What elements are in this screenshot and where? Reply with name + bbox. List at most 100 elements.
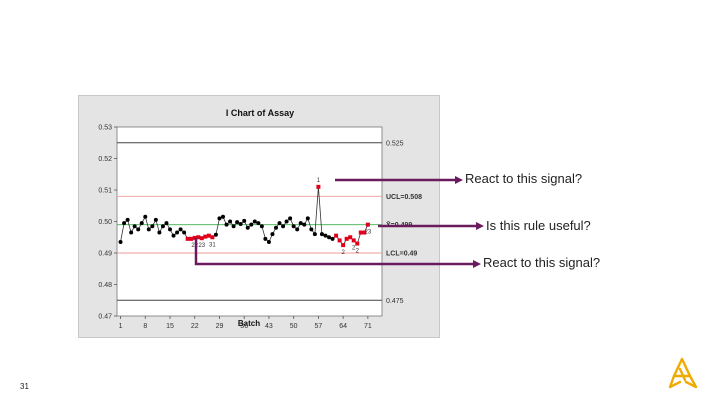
data-point bbox=[235, 220, 240, 225]
slide-number: 31 bbox=[20, 382, 29, 391]
chart-panel: I Chart of Assay Batch 0.47 0.48 0.49 0.50 0… bbox=[78, 95, 440, 338]
data-point bbox=[132, 224, 137, 229]
x-tick-label: 57 bbox=[315, 323, 323, 330]
control-chart: I Chart of Assay Batch 0.470.480.490.500… bbox=[98, 108, 422, 331]
callout-react-signal-bottom: React to this signal? bbox=[483, 255, 601, 270]
signal-point bbox=[341, 243, 346, 248]
data-point bbox=[305, 216, 310, 221]
signal-point bbox=[192, 235, 197, 240]
signal-point bbox=[316, 184, 321, 189]
data-point bbox=[164, 221, 169, 226]
data-point bbox=[327, 235, 331, 240]
callout-rule-useful: Is this rule useful? bbox=[486, 218, 591, 233]
signal-point bbox=[344, 236, 349, 241]
company-logo bbox=[668, 356, 698, 395]
signal-label: 23 bbox=[365, 230, 372, 236]
reference-label-spec: 0.475 bbox=[386, 298, 404, 305]
data-point bbox=[323, 233, 328, 238]
data-point bbox=[266, 239, 271, 244]
data-point bbox=[157, 230, 162, 235]
data-point bbox=[150, 224, 155, 229]
data-point bbox=[171, 233, 176, 238]
signal-point bbox=[206, 233, 211, 238]
data-point bbox=[125, 217, 130, 222]
signal-label: 31 bbox=[209, 242, 216, 248]
chart-title: I Chart of Assay bbox=[226, 108, 294, 118]
x-tick-label: 1 bbox=[119, 323, 123, 330]
data-point bbox=[143, 214, 148, 219]
data-point bbox=[259, 224, 264, 229]
data-point bbox=[228, 219, 233, 224]
data-point bbox=[291, 224, 296, 229]
data-point bbox=[252, 219, 257, 224]
data-point bbox=[139, 221, 144, 226]
signal-point bbox=[355, 241, 360, 246]
signal-point bbox=[337, 238, 342, 243]
data-point bbox=[160, 224, 165, 229]
y-tick-label: 0.51 bbox=[98, 188, 112, 195]
signal-point bbox=[185, 236, 190, 241]
y-tick-label: 0.50 bbox=[98, 219, 112, 226]
data-point bbox=[256, 221, 261, 226]
y-tick-label: 0.47 bbox=[98, 314, 112, 321]
signal-point bbox=[348, 235, 353, 240]
data-point bbox=[217, 216, 222, 221]
signal-point bbox=[351, 238, 356, 243]
y-tick-label: 0.49 bbox=[98, 251, 112, 258]
signal-point bbox=[196, 235, 201, 240]
data-point bbox=[245, 225, 250, 230]
data-point bbox=[249, 222, 254, 227]
data-point bbox=[175, 230, 180, 235]
x-tick-label: 15 bbox=[166, 323, 174, 330]
data-point bbox=[284, 219, 289, 224]
data-point bbox=[277, 221, 282, 226]
data-point bbox=[224, 222, 229, 227]
plot-layer: 0.47 0.48 0.49 0.50 0.51 0.52 0.53 1 8 15 22 29 36 43… bbox=[98, 125, 422, 331]
data-point bbox=[288, 216, 293, 221]
y-tick-label: 0.48 bbox=[98, 282, 112, 289]
data-point bbox=[122, 221, 127, 226]
data-point bbox=[270, 232, 275, 237]
data-point bbox=[178, 227, 183, 232]
reference-label-ucl: UCL=0.508 bbox=[386, 194, 422, 201]
x-tick-label: 50 bbox=[290, 323, 298, 330]
data-point bbox=[118, 239, 123, 244]
data-point bbox=[295, 227, 300, 232]
signal-point bbox=[358, 230, 363, 235]
data-point bbox=[182, 230, 187, 235]
signal-point bbox=[203, 234, 208, 239]
x-tick-label: 8 bbox=[143, 323, 147, 330]
data-point bbox=[302, 222, 307, 227]
data-point bbox=[330, 236, 335, 241]
reference-label-spec: 0.525 bbox=[386, 140, 404, 147]
x-tick-label: 64 bbox=[339, 323, 347, 330]
reference-label-lcl: LCL=0.49 bbox=[386, 251, 417, 258]
data-point bbox=[298, 221, 303, 226]
data-point bbox=[213, 232, 218, 237]
signal-point bbox=[365, 222, 370, 227]
data-point bbox=[312, 232, 317, 237]
signal-point bbox=[362, 230, 367, 235]
x-tick-label: 36 bbox=[240, 323, 248, 330]
data-point bbox=[309, 227, 314, 232]
signal-label: 1 bbox=[317, 178, 321, 184]
data-point bbox=[146, 227, 151, 232]
data-point bbox=[153, 217, 158, 222]
data-point bbox=[136, 227, 141, 232]
data-point bbox=[274, 225, 278, 230]
x-tick-label: 22 bbox=[191, 323, 199, 330]
signal-point bbox=[210, 235, 215, 240]
signal-label: 23 bbox=[198, 243, 205, 249]
data-point bbox=[263, 236, 268, 241]
plot-area bbox=[116, 126, 383, 317]
data-point bbox=[231, 224, 236, 229]
signal-point bbox=[199, 236, 204, 241]
data-point bbox=[238, 222, 243, 227]
x-tick-label: 43 bbox=[265, 323, 273, 330]
data-point bbox=[281, 224, 286, 229]
data-point bbox=[242, 218, 247, 223]
callout-react-signal-top: React to this signal? bbox=[465, 171, 583, 186]
y-tick-label: 0.52 bbox=[98, 156, 112, 163]
y-tick-label: 0.53 bbox=[98, 125, 112, 132]
data-point bbox=[319, 232, 324, 237]
